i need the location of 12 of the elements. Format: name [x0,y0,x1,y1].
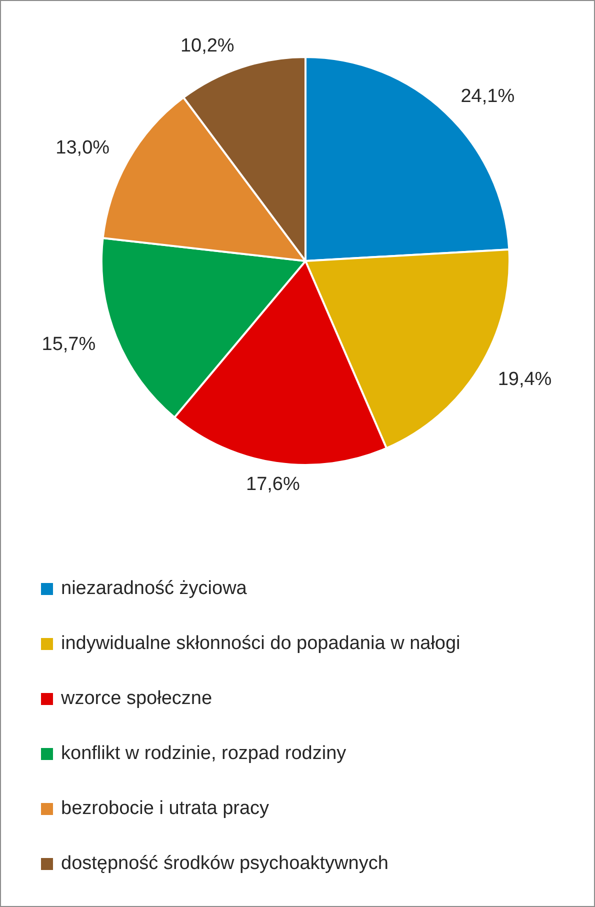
data-label: 10,2% [180,36,234,57]
legend-label: dostępność środków psychoaktywnych [61,852,388,874]
legend-label: indywidualne skłonności do popadania w nałogi [61,632,460,654]
data-label: 13,0% [56,138,110,159]
legend-label: bezrobocie i utrata pracy [61,798,270,820]
legend-label: wzorce społeczne [61,688,212,710]
legend-label: niezaradność życiowa [61,578,247,600]
data-label: 19,4% [498,368,552,390]
legend-label: konflikt w rodzinie, rozpad rodziny [61,742,346,764]
data-label: 15,7% [42,334,96,356]
data-label: 17,6% [246,474,300,495]
data-label: 24,1% [460,86,515,107]
